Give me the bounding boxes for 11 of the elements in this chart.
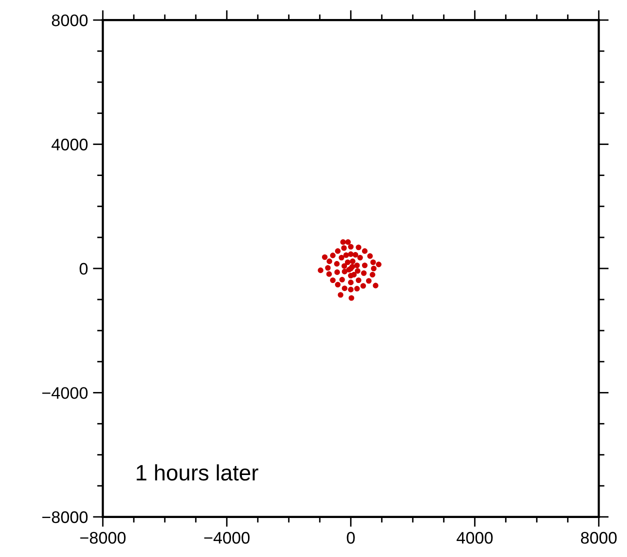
y-tick-label: −4000	[42, 387, 88, 399]
x-tick-label: 0	[346, 532, 355, 544]
y-tick-label: 0	[80, 262, 88, 275]
x-tick-label: 4000	[456, 532, 493, 544]
y-tick-label: 4000	[52, 138, 88, 150]
annotation: 1 hours later	[136, 464, 258, 481]
y-tick-label: −8000	[42, 511, 88, 524]
y-tick-label: 8000	[52, 14, 88, 26]
x-tick-label: −4000	[204, 532, 250, 544]
x-tick-label: −8000	[80, 532, 126, 544]
x-tick-label: 8000	[580, 532, 617, 544]
